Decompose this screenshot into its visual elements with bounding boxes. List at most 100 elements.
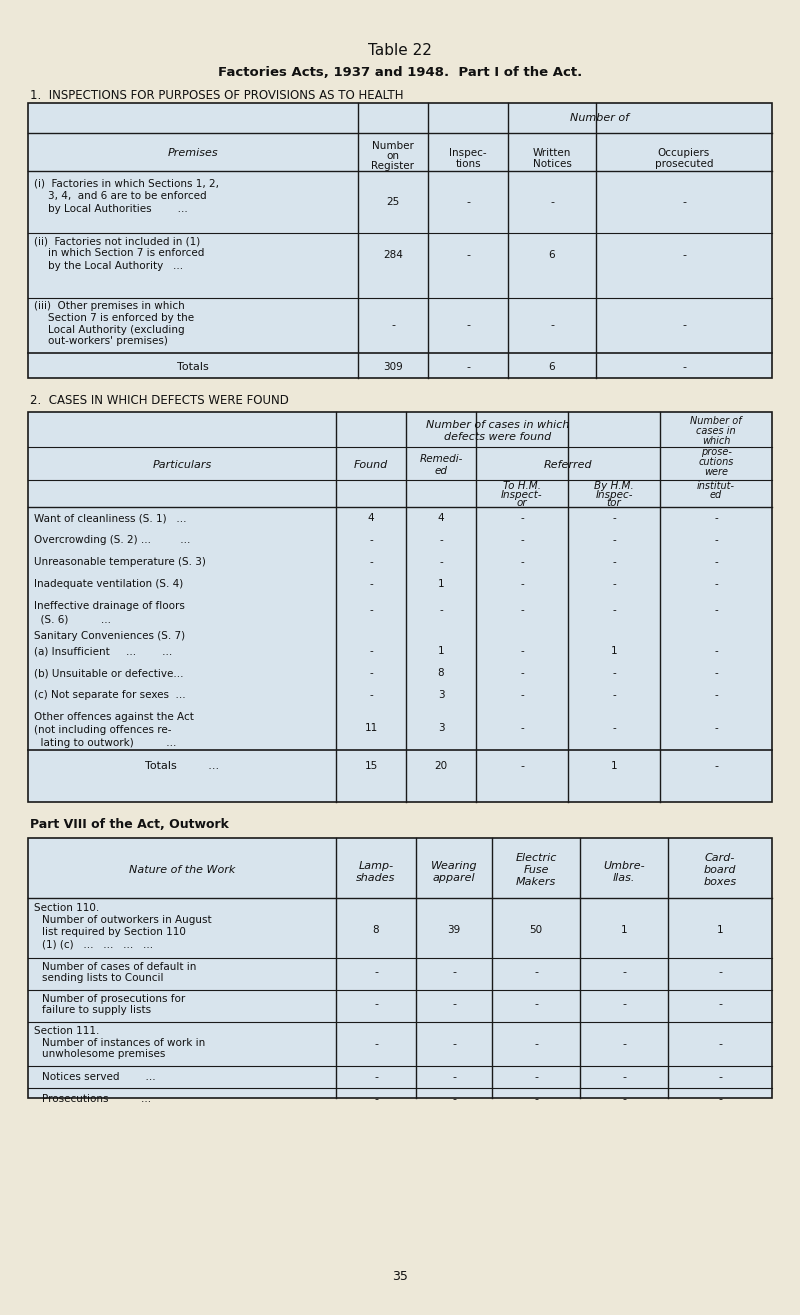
Text: -: - [550, 320, 554, 330]
Text: -: - [452, 1072, 456, 1082]
Text: Referred: Referred [544, 460, 592, 469]
Text: 4: 4 [438, 513, 444, 523]
Text: -: - [466, 197, 470, 206]
Text: -: - [369, 535, 373, 544]
Text: (i)  Factories in which Sections 1, 2,: (i) Factories in which Sections 1, 2, [34, 178, 219, 188]
Text: Other offences against the Act: Other offences against the Act [34, 711, 194, 722]
Text: Table 22: Table 22 [368, 42, 432, 58]
Text: (c) Not separate for sexes  ...: (c) Not separate for sexes ... [34, 690, 186, 700]
Text: Part VIII of the Act, Outwork: Part VIII of the Act, Outwork [30, 818, 229, 831]
Text: -: - [534, 967, 538, 977]
Text: (ii)  Factories not included in (1): (ii) Factories not included in (1) [34, 235, 200, 246]
Text: Ineffective drainage of floors: Ineffective drainage of floors [34, 601, 185, 611]
Text: unwholesome premises: unwholesome premises [42, 1049, 166, 1059]
Text: (a) Insufficient     ...        ...: (a) Insufficient ... ... [34, 646, 172, 656]
Text: -: - [520, 605, 524, 615]
Text: Nature of the Work: Nature of the Work [129, 865, 235, 874]
Text: Inspec-: Inspec- [449, 149, 487, 158]
Text: -: - [714, 605, 718, 615]
Text: (b) Unsuitable or defective...: (b) Unsuitable or defective... [34, 668, 183, 679]
Text: (iii)  Other premises in which: (iii) Other premises in which [34, 301, 185, 312]
Text: Section 110.: Section 110. [34, 903, 99, 913]
Text: -: - [612, 723, 616, 732]
Text: -: - [520, 513, 524, 523]
Text: 2.  CASES IN WHICH DEFECTS WERE FOUND: 2. CASES IN WHICH DEFECTS WERE FOUND [30, 393, 289, 406]
Text: by the Local Authority   ...: by the Local Authority ... [48, 260, 183, 271]
Text: tions: tions [455, 159, 481, 170]
Text: Local Authority (excluding: Local Authority (excluding [48, 325, 185, 335]
Text: Fuse: Fuse [523, 865, 549, 874]
Text: -: - [466, 250, 470, 260]
Text: -: - [452, 1039, 456, 1049]
Text: -: - [612, 579, 616, 589]
Text: 1: 1 [438, 579, 444, 589]
Text: Inspect-: Inspect- [501, 490, 543, 500]
Text: -: - [520, 761, 524, 771]
Text: Section 7 is enforced by the: Section 7 is enforced by the [48, 313, 194, 323]
Text: -: - [714, 723, 718, 732]
Text: -: - [374, 967, 378, 977]
Text: -: - [534, 1094, 538, 1105]
Text: -: - [622, 967, 626, 977]
Text: -: - [714, 558, 718, 567]
Text: -: - [612, 535, 616, 544]
Text: 39: 39 [447, 924, 461, 935]
Text: 11: 11 [364, 723, 378, 732]
Text: Totals         ...: Totals ... [145, 761, 219, 771]
Text: Overcrowding (S. 2) ...         ...: Overcrowding (S. 2) ... ... [34, 535, 190, 544]
Text: in which Section 7 is enforced: in which Section 7 is enforced [48, 249, 204, 258]
Text: 4: 4 [368, 513, 374, 523]
Text: llas.: llas. [613, 873, 635, 882]
Text: Section 111.: Section 111. [34, 1026, 99, 1036]
Text: Inadequate ventilation (S. 4): Inadequate ventilation (S. 4) [34, 579, 183, 589]
Text: -: - [466, 362, 470, 372]
Text: 8: 8 [438, 668, 444, 679]
Text: 15: 15 [364, 761, 378, 771]
Text: Number: Number [372, 141, 414, 151]
Text: on: on [386, 151, 399, 160]
Text: -: - [714, 579, 718, 589]
Text: Particulars: Particulars [152, 460, 212, 469]
Text: -: - [612, 513, 616, 523]
Text: Totals: Totals [177, 362, 209, 372]
Text: -: - [612, 690, 616, 700]
Text: -: - [718, 1039, 722, 1049]
Text: 1: 1 [610, 646, 618, 656]
Text: -: - [439, 605, 443, 615]
Text: 1: 1 [621, 924, 627, 935]
Text: Factories Acts, 1937 and 1948.  Part I of the Act.: Factories Acts, 1937 and 1948. Part I of… [218, 66, 582, 79]
Text: Wearing: Wearing [430, 861, 478, 871]
Text: list required by Section 110: list required by Section 110 [42, 927, 186, 938]
Text: Premises: Premises [168, 149, 218, 158]
Bar [28, 412, 772, 802]
Text: Written: Written [533, 149, 571, 158]
Text: -: - [622, 999, 626, 1009]
Text: by Local Authorities        ...: by Local Authorities ... [48, 204, 188, 214]
Text: -: - [622, 1072, 626, 1082]
Text: 6: 6 [549, 362, 555, 372]
Text: Notices: Notices [533, 159, 571, 170]
Text: 3: 3 [438, 723, 444, 732]
Text: -: - [520, 690, 524, 700]
Text: 8: 8 [373, 924, 379, 935]
Text: -: - [520, 579, 524, 589]
Bar [28, 103, 772, 377]
Text: board: board [704, 865, 736, 874]
Text: -: - [374, 999, 378, 1009]
Text: -: - [369, 668, 373, 679]
Text: 3: 3 [438, 690, 444, 700]
Text: -: - [391, 320, 395, 330]
Text: Remedi-: Remedi- [419, 454, 462, 464]
Text: -: - [369, 605, 373, 615]
Text: 1: 1 [610, 761, 618, 771]
Text: prosecuted: prosecuted [654, 159, 714, 170]
Text: 20: 20 [434, 761, 447, 771]
Text: (not including offences re-: (not including offences re- [34, 725, 171, 735]
Text: Number of cases in which: Number of cases in which [426, 419, 570, 430]
Text: Card-: Card- [705, 853, 735, 863]
Text: Number of instances of work in: Number of instances of work in [42, 1038, 206, 1048]
Text: -: - [622, 1094, 626, 1105]
Text: -: - [452, 999, 456, 1009]
Text: -: - [520, 535, 524, 544]
Text: Number of cases of default in: Number of cases of default in [42, 963, 196, 972]
